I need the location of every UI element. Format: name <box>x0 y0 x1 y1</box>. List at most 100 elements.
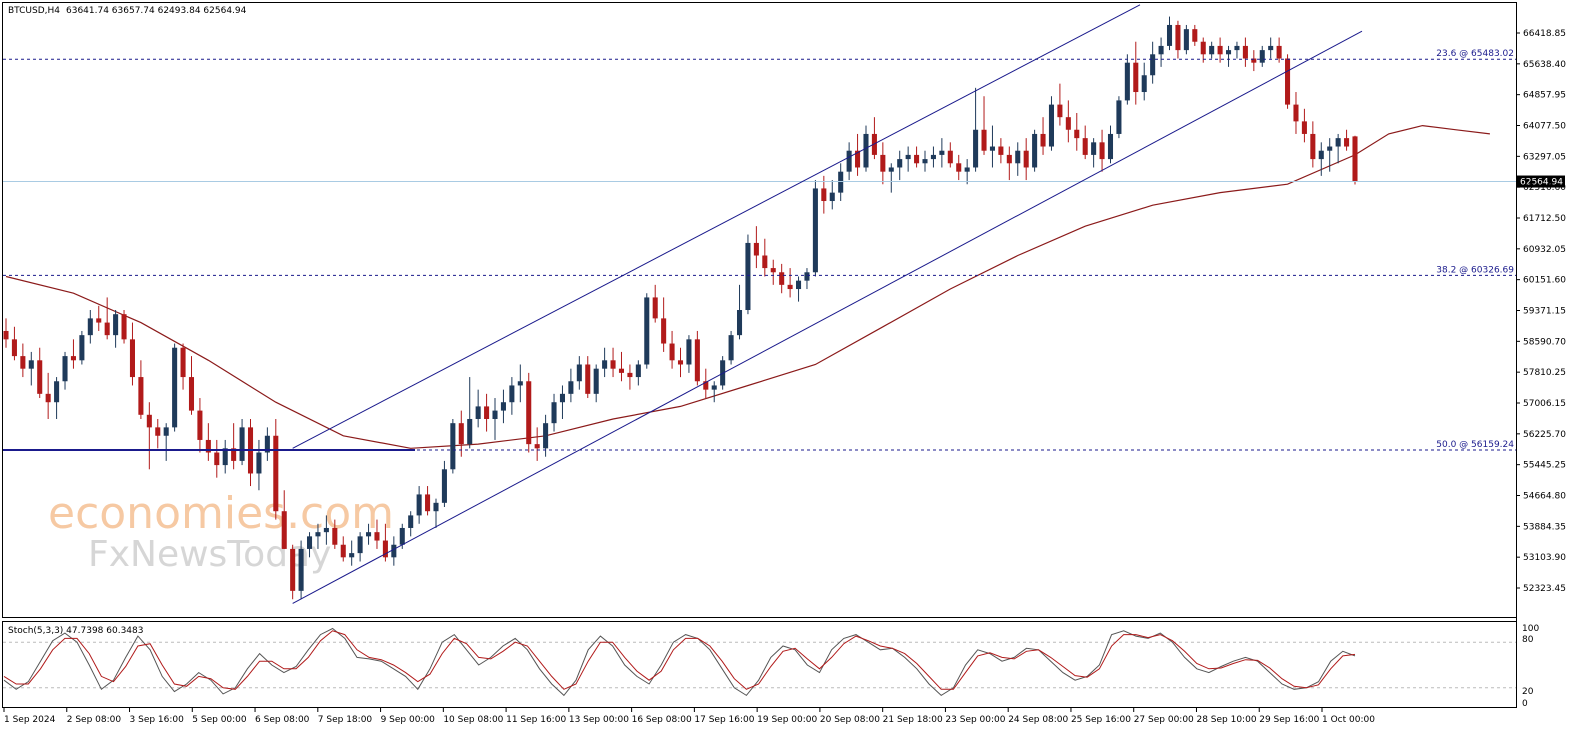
candle-body <box>669 343 675 361</box>
candle-body <box>1242 45 1248 59</box>
candle-body <box>172 347 178 428</box>
candle-body <box>441 469 447 503</box>
candle-body <box>1344 138 1350 147</box>
candle-body <box>930 154 936 160</box>
candle-body <box>1065 117 1071 130</box>
candle-body <box>568 381 574 394</box>
candle-body <box>96 318 102 323</box>
candle-body <box>593 368 599 394</box>
price-tick-label: 55445.25 <box>1523 461 1566 471</box>
candle-body <box>273 435 279 512</box>
candle-body <box>315 532 321 537</box>
candle-body <box>146 414 152 428</box>
candle-body <box>1234 45 1240 51</box>
candle-body <box>526 381 532 445</box>
candle-body <box>408 515 414 528</box>
candle-body <box>711 385 717 390</box>
candle-body <box>349 553 355 558</box>
candle-body <box>1150 54 1156 76</box>
chart-header: BTCUSD,H4 63641.74 63657.74 62493.84 625… <box>8 6 247 16</box>
price-tick-label: 52323.45 <box>1523 584 1566 594</box>
candle-body <box>863 133 869 168</box>
candle-body <box>1335 138 1341 147</box>
candle-body <box>576 364 582 382</box>
price-tick-label: 61712.50 <box>1523 214 1566 224</box>
time-tick-label: 24 Sep 08:00 <box>1008 715 1068 725</box>
time-tick-label: 29 Sep 16:00 <box>1259 715 1319 725</box>
candle-body <box>382 540 388 558</box>
stoch-title: Stoch(5,3,3) 47.7398 60.3483 <box>8 626 143 636</box>
candle-body <box>829 192 835 202</box>
candle-body <box>922 159 928 164</box>
time-tick-label: 9 Sep 00:00 <box>381 715 436 725</box>
candle-body <box>635 364 641 378</box>
candle-body <box>753 242 759 256</box>
candle-body <box>1276 45 1282 59</box>
candle-body <box>70 356 76 361</box>
time-tick-label: 1 Sep 2024 <box>4 715 56 725</box>
candle-body <box>1301 121 1307 134</box>
time-tick-label: 19 Sep 00:00 <box>757 715 817 725</box>
fib-level-label: 38.2 @ 60326.69 <box>1436 265 1514 275</box>
candle-body <box>188 377 195 411</box>
candle-body <box>618 368 625 373</box>
price-tick-label: 64857.95 <box>1523 91 1566 101</box>
candle-body <box>416 494 422 516</box>
candle-body <box>1251 58 1257 63</box>
time-tick-label: 10 Sep 08:00 <box>443 715 503 725</box>
candle-body <box>779 272 785 285</box>
price-tick-label: 53103.90 <box>1523 553 1566 563</box>
candle-body <box>1032 133 1038 168</box>
candle-body <box>484 406 490 419</box>
candle-body <box>888 167 894 172</box>
candle-body <box>433 502 439 512</box>
candles-layer <box>3 16 1358 600</box>
price-axis: 66418.85 65638.40 64857.95 64077.50 63297.05… <box>1516 29 1566 594</box>
candle-body <box>298 548 304 591</box>
stoch-level-0: 0 <box>1522 699 1528 709</box>
stoch-level-80: 80 <box>1522 635 1534 645</box>
candle-body <box>1015 150 1021 164</box>
candle-body <box>736 310 743 336</box>
price-tick-label: 64077.50 <box>1523 122 1566 132</box>
candle-body <box>256 452 262 474</box>
candle-body <box>762 255 768 269</box>
stoch-main-line <box>3 627 1356 697</box>
candle-body <box>728 335 734 361</box>
candle-body <box>357 536 363 554</box>
candle-body <box>703 381 709 390</box>
candle-body <box>399 527 405 545</box>
channel-upper-line <box>292 4 1141 449</box>
overlay-layer: 62564.94 23.6 @ 65483.02 38.2 @ 60326.69 50… <box>3 4 1565 604</box>
candle-body <box>79 335 85 361</box>
candle-body <box>1327 146 1333 151</box>
candle-body <box>1192 29 1198 42</box>
candle-body <box>323 527 329 533</box>
time-tick-label: 27 Sep 00:00 <box>1134 715 1194 725</box>
candle-body <box>1259 50 1265 63</box>
fib-level-label: 50.0 @ 56159.24 <box>1436 440 1514 450</box>
candle-body <box>87 318 93 336</box>
watermark-economies: economies.com <box>48 488 394 539</box>
candle-body <box>197 410 203 440</box>
candle-body <box>37 360 43 394</box>
channel-lower-line <box>292 30 1363 604</box>
candle-body <box>939 150 945 155</box>
time-tick-label: 16 Sep 08:00 <box>632 715 692 725</box>
symbol-label: BTCUSD,H4 <box>8 6 60 16</box>
candle-body <box>880 154 886 172</box>
candle-body <box>947 150 953 164</box>
candle-body <box>559 393 565 403</box>
time-tick-label: 3 Sep 16:00 <box>130 715 185 725</box>
time-tick-label: 25 Sep 16:00 <box>1071 715 1131 725</box>
candle-body <box>787 284 793 290</box>
candle-body <box>855 150 861 168</box>
current-price-tag <box>1517 175 1565 188</box>
candle-body <box>1141 75 1147 93</box>
candle-body <box>1166 24 1173 46</box>
candle-body <box>804 272 810 281</box>
candle-body <box>1217 45 1223 55</box>
candle-body <box>475 406 481 419</box>
fib-level-label: 23.6 @ 65483.02 <box>1436 49 1514 59</box>
